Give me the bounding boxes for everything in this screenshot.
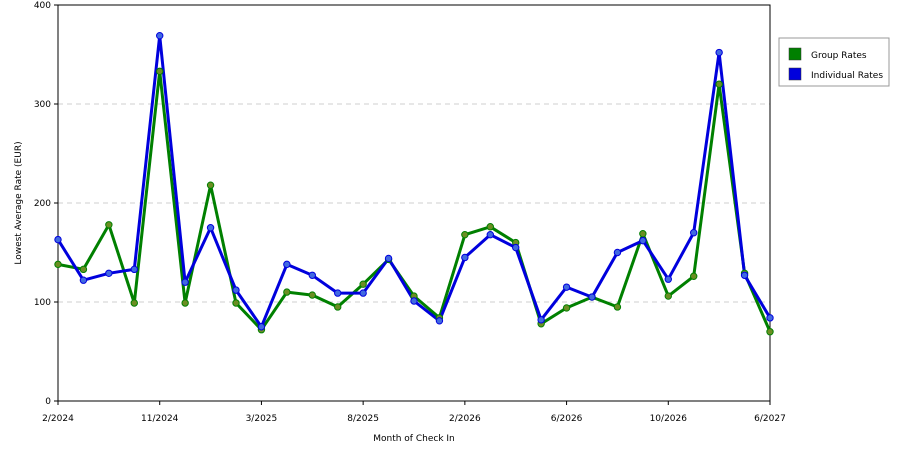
individual-rates-point bbox=[359, 289, 367, 297]
individual-rates-point bbox=[613, 248, 622, 257]
individual-rates-point bbox=[156, 31, 164, 40]
group-rates-point bbox=[105, 221, 113, 229]
x-tick-label: 10/2026 bbox=[650, 414, 688, 424]
group-rates-point bbox=[206, 181, 215, 189]
group-rates-point bbox=[130, 299, 138, 307]
group-rates-point bbox=[359, 280, 367, 288]
x-tick-label: 2/2026 bbox=[449, 414, 481, 424]
individual-rates-point bbox=[257, 323, 266, 331]
group-rates-point bbox=[79, 265, 88, 274]
group-rates-point bbox=[562, 304, 571, 312]
x-tick-label: 3/2025 bbox=[246, 414, 278, 424]
y-tick-label: 200 bbox=[34, 199, 51, 209]
group-rates-point bbox=[156, 67, 164, 76]
legend-label-group-rates: Group Rates bbox=[811, 51, 867, 61]
group-rates-point bbox=[54, 260, 62, 269]
y-tick-label: 100 bbox=[34, 298, 51, 308]
x-axis-title: Month of Check In bbox=[373, 434, 455, 444]
individual-rates-point bbox=[639, 236, 647, 245]
individual-rates-point bbox=[537, 316, 545, 324]
x-tick-label: 2/2024 bbox=[42, 414, 74, 424]
legend-label-individual-rates: Individual Rates bbox=[811, 71, 883, 81]
x-tick-label: 8/2025 bbox=[347, 414, 379, 424]
y-tick-label: 300 bbox=[34, 100, 51, 110]
x-tick-label: 11/2024 bbox=[141, 414, 179, 424]
group-rates-point bbox=[613, 303, 622, 311]
individual-rates-point bbox=[79, 276, 88, 284]
x-tick-label: 6/2027 bbox=[754, 414, 786, 424]
individual-rates-point bbox=[740, 271, 749, 279]
x-tick-label: 6/2026 bbox=[551, 414, 583, 424]
y-axis-title: Lowest Average Rate (EUR) bbox=[14, 141, 24, 264]
legend-swatch-individual-rates bbox=[788, 67, 802, 81]
individual-rates-point bbox=[54, 235, 62, 244]
individual-rates-point bbox=[435, 317, 444, 325]
y-tick-label: 400 bbox=[34, 1, 51, 11]
individual-rates-point bbox=[308, 271, 316, 279]
group-rates-point bbox=[639, 229, 647, 238]
individual-rates-point bbox=[105, 269, 113, 277]
data-markers bbox=[54, 31, 774, 336]
group-rates-point bbox=[664, 292, 672, 300]
series-lines bbox=[56, 34, 772, 333]
individual-rates-point bbox=[690, 229, 698, 237]
y-tick-label: 0 bbox=[45, 397, 51, 407]
axes bbox=[54, 4, 771, 405]
individual-rates-point bbox=[664, 275, 672, 283]
individual-rates-point bbox=[562, 283, 571, 291]
individual-rates-point bbox=[181, 278, 189, 286]
individual-rates-point bbox=[486, 230, 494, 239]
group-rates-point bbox=[232, 299, 240, 307]
individual-rates-point bbox=[206, 224, 215, 232]
individual-rates-point bbox=[588, 293, 596, 301]
individual-rates-point bbox=[410, 297, 418, 305]
group-rates-point bbox=[308, 291, 316, 299]
individual-rates-point bbox=[283, 260, 291, 269]
group-rates-point bbox=[766, 328, 774, 336]
group-rates-point bbox=[283, 288, 291, 296]
individual-rates-point bbox=[232, 286, 240, 294]
group-rates-point bbox=[334, 303, 342, 311]
individual-rates-point bbox=[334, 289, 342, 297]
individual-rates-point bbox=[715, 48, 723, 57]
tick-labels: 0 100 200 300 400 2/2024 11/2024 3/2025 8/2025 2/… bbox=[34, 1, 786, 424]
group-rates-point bbox=[690, 272, 698, 280]
group-rates-point bbox=[715, 80, 723, 88]
group-rates-point bbox=[461, 230, 469, 239]
individual-rates-point bbox=[512, 243, 520, 252]
group-rates-point bbox=[486, 223, 494, 231]
group-rates-point bbox=[181, 299, 189, 307]
individual-rates-point bbox=[461, 253, 469, 262]
legend-swatch-group-rates bbox=[788, 47, 802, 61]
individual-rates-point bbox=[130, 265, 138, 274]
individual-rates-point bbox=[766, 314, 774, 322]
individual-rates-point bbox=[384, 254, 393, 263]
legend: Group Rates Individual Rates bbox=[778, 37, 890, 87]
